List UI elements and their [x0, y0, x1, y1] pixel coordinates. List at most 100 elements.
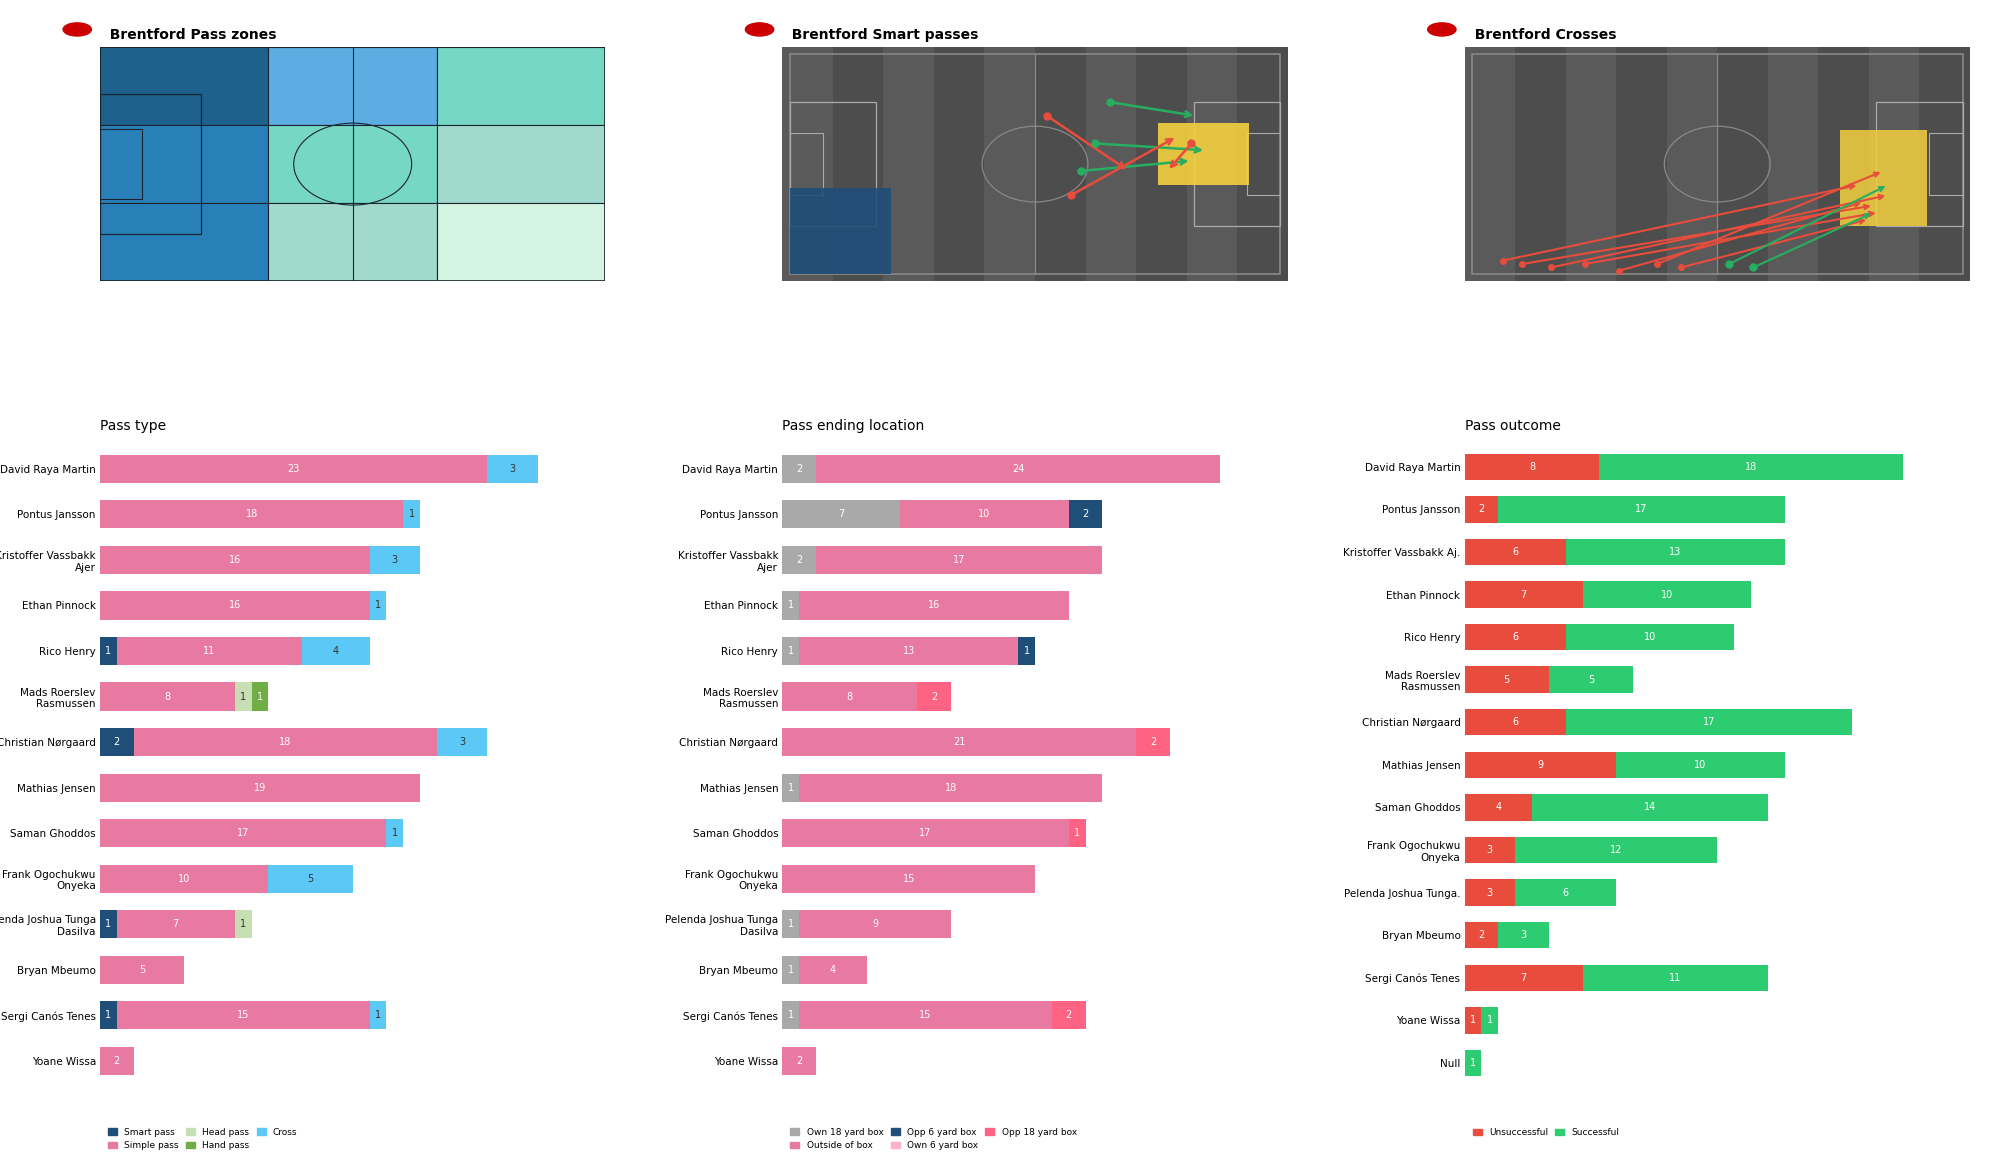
Bar: [832, 47, 884, 281]
Bar: [1566, 538, 1784, 565]
Bar: [370, 1001, 386, 1029]
Text: 17: 17: [920, 828, 932, 838]
Bar: [268, 125, 436, 203]
Bar: [1566, 624, 1734, 650]
Text: 4: 4: [1496, 803, 1502, 812]
Bar: [1086, 47, 1136, 281]
Text: 5: 5: [1588, 674, 1594, 685]
Bar: [984, 47, 1034, 281]
Bar: [1718, 47, 1768, 281]
Bar: [100, 129, 142, 200]
Text: 6: 6: [1512, 546, 1518, 557]
Bar: [1288, 47, 1338, 281]
Text: 8: 8: [846, 692, 852, 701]
Bar: [1464, 624, 1566, 650]
Text: 7: 7: [1520, 590, 1526, 599]
Text: 3: 3: [392, 555, 398, 565]
Text: 1: 1: [392, 828, 398, 838]
Text: 17: 17: [954, 555, 966, 565]
Bar: [100, 1047, 134, 1075]
Text: 2: 2: [114, 1056, 120, 1066]
Bar: [782, 501, 900, 529]
Bar: [1666, 47, 1718, 281]
Bar: [816, 546, 1102, 575]
Text: 1: 1: [408, 510, 414, 519]
Bar: [268, 47, 436, 125]
Text: 2: 2: [796, 1056, 802, 1066]
Bar: [782, 591, 800, 619]
Text: 19: 19: [254, 783, 266, 793]
Text: 18: 18: [1744, 462, 1758, 472]
Bar: [1768, 47, 1818, 281]
Bar: [1186, 47, 1238, 281]
Bar: [782, 683, 918, 711]
Bar: [100, 728, 134, 757]
Bar: [934, 47, 984, 281]
Legend: Smart pass, Simple pass, Head pass, Hand pass, Cross: Smart pass, Simple pass, Head pass, Hand…: [104, 1124, 302, 1154]
Text: 10: 10: [1660, 590, 1672, 599]
Text: 1: 1: [106, 1010, 112, 1020]
Bar: [100, 683, 234, 711]
Text: Brentford Smart passes: Brentford Smart passes: [782, 28, 978, 41]
Text: 3: 3: [1520, 931, 1526, 940]
Text: 9: 9: [1538, 760, 1544, 770]
Bar: [1818, 47, 1868, 281]
Text: 1: 1: [1074, 828, 1080, 838]
Text: 2: 2: [930, 692, 938, 701]
Bar: [100, 1001, 116, 1029]
Bar: [1600, 454, 1902, 479]
Text: 15: 15: [238, 1010, 250, 1020]
Bar: [918, 683, 950, 711]
Bar: [1516, 47, 1566, 281]
Bar: [1034, 47, 1086, 281]
Bar: [1582, 582, 1750, 607]
Bar: [884, 47, 934, 281]
Bar: [1464, 582, 1582, 607]
Text: Pass outcome: Pass outcome: [1464, 419, 1560, 434]
Bar: [1970, 47, 2000, 281]
Bar: [1158, 122, 1250, 184]
Bar: [1052, 1001, 1086, 1029]
Text: 3: 3: [1486, 845, 1492, 855]
Text: 1: 1: [788, 646, 794, 656]
Text: 14: 14: [1644, 803, 1656, 812]
Bar: [1464, 47, 1516, 281]
Text: 9: 9: [872, 919, 878, 929]
Bar: [800, 1001, 1052, 1029]
Bar: [790, 188, 890, 274]
Text: 1: 1: [106, 646, 112, 656]
Bar: [134, 728, 436, 757]
Text: 10: 10: [1644, 632, 1656, 642]
Text: 16: 16: [228, 555, 240, 565]
Bar: [100, 591, 370, 619]
Text: 10: 10: [1694, 760, 1706, 770]
Text: 1: 1: [374, 1010, 382, 1020]
Text: 8: 8: [164, 692, 170, 701]
Text: 16: 16: [228, 600, 240, 611]
Bar: [1498, 922, 1548, 948]
Bar: [782, 47, 832, 281]
Bar: [1464, 454, 1600, 479]
Bar: [1136, 47, 1186, 281]
Text: 1: 1: [1486, 1015, 1492, 1026]
Text: 23: 23: [288, 464, 300, 474]
Text: 1: 1: [1470, 1058, 1476, 1068]
Bar: [1246, 133, 1280, 195]
Bar: [100, 455, 488, 483]
Bar: [1136, 728, 1170, 757]
Text: Brentford Pass zones: Brentford Pass zones: [100, 28, 276, 41]
Text: 5: 5: [1504, 674, 1510, 685]
Text: 1: 1: [1024, 646, 1030, 656]
Text: 7: 7: [838, 510, 844, 519]
Bar: [100, 955, 184, 983]
Bar: [1464, 709, 1566, 736]
Text: 1: 1: [1470, 1015, 1476, 1026]
Bar: [1616, 752, 1784, 778]
Text: 15: 15: [902, 874, 914, 884]
Text: 18: 18: [280, 737, 292, 747]
Text: 15: 15: [920, 1010, 932, 1020]
Bar: [100, 501, 404, 529]
Bar: [1498, 496, 1784, 523]
Text: 4: 4: [830, 965, 836, 975]
Bar: [1920, 47, 1970, 281]
